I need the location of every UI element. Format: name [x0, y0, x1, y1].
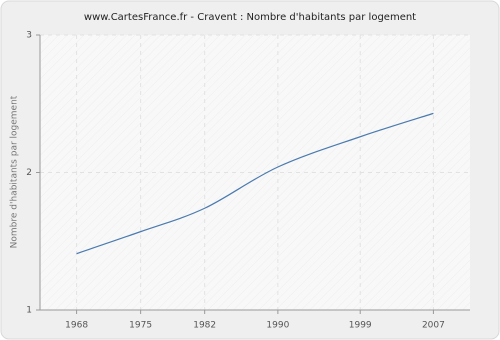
x-tick-label: 1982: [193, 321, 216, 331]
x-tick-label: 2007: [422, 321, 445, 331]
x-tick-label: 1975: [129, 321, 152, 331]
x-tick-label: 1990: [266, 321, 289, 331]
y-tick-label: 3: [26, 31, 32, 41]
x-tick-label: 1968: [65, 321, 88, 331]
y-axis-label: Nombre d'habitants par logement: [10, 95, 20, 248]
plot-area: [40, 35, 470, 310]
chart-title: www.CartesFrance.fr - Cravent : Nombre d…: [84, 12, 416, 23]
data-line: [76, 112, 434, 255]
y-tick-label: 2: [26, 168, 32, 178]
x-tick-label: 1999: [349, 321, 372, 331]
y-tick-label: 1: [26, 306, 32, 316]
